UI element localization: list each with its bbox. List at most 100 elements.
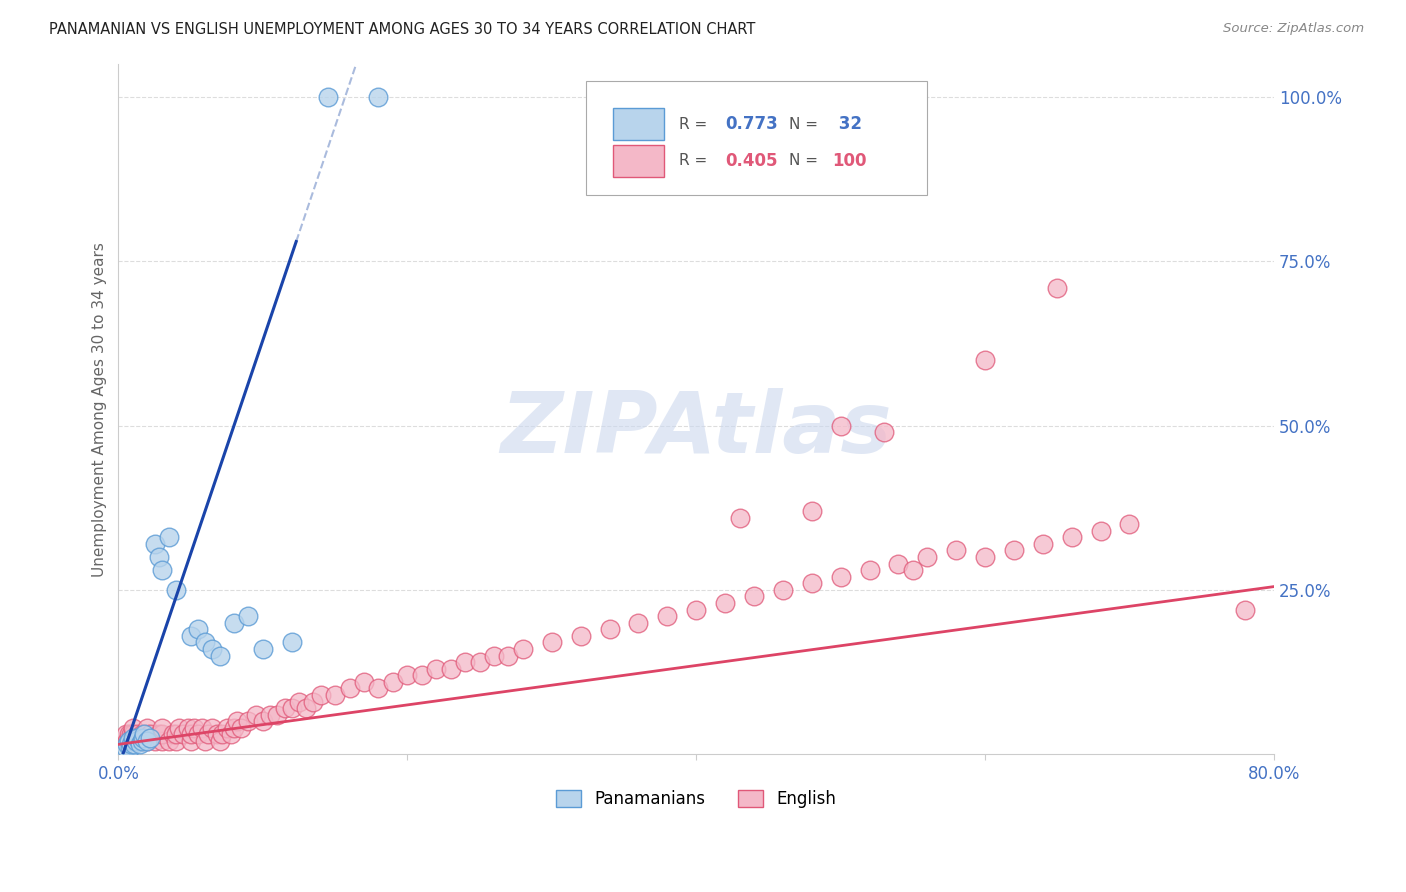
Point bbox=[183, 721, 205, 735]
Point bbox=[273, 701, 295, 715]
Point bbox=[238, 714, 260, 729]
Point bbox=[281, 701, 304, 715]
FancyBboxPatch shape bbox=[613, 145, 664, 177]
Point bbox=[302, 695, 325, 709]
Point bbox=[139, 727, 162, 741]
Point bbox=[266, 707, 288, 722]
FancyBboxPatch shape bbox=[613, 108, 664, 140]
Point bbox=[134, 727, 156, 741]
Legend: Panamanians, English: Panamanians, English bbox=[550, 783, 844, 815]
Point bbox=[177, 721, 200, 735]
FancyBboxPatch shape bbox=[586, 81, 928, 195]
Point bbox=[219, 727, 242, 741]
Point bbox=[295, 701, 318, 715]
Point bbox=[238, 609, 260, 624]
Point bbox=[187, 727, 209, 741]
Point bbox=[201, 721, 224, 735]
Point bbox=[165, 582, 187, 597]
Point bbox=[657, 609, 679, 624]
Point bbox=[129, 734, 152, 748]
Point bbox=[194, 734, 217, 748]
Point bbox=[627, 615, 650, 630]
Point bbox=[136, 721, 159, 735]
Point bbox=[482, 648, 505, 663]
Point bbox=[231, 721, 253, 735]
Point bbox=[127, 727, 149, 741]
Point bbox=[281, 635, 304, 649]
Point bbox=[194, 635, 217, 649]
Point bbox=[132, 731, 155, 745]
Point bbox=[917, 549, 939, 564]
Point bbox=[830, 418, 852, 433]
Point bbox=[498, 648, 520, 663]
Point bbox=[120, 727, 142, 741]
Point bbox=[134, 727, 156, 741]
Point bbox=[225, 714, 247, 729]
Point bbox=[742, 590, 765, 604]
Point bbox=[569, 629, 592, 643]
Point bbox=[131, 734, 153, 748]
Point bbox=[180, 727, 202, 741]
Point bbox=[129, 737, 152, 751]
Y-axis label: Unemployment Among Ages 30 to 34 years: Unemployment Among Ages 30 to 34 years bbox=[93, 242, 107, 576]
Point bbox=[1032, 537, 1054, 551]
Point bbox=[411, 668, 433, 682]
Point bbox=[1060, 530, 1083, 544]
Point bbox=[139, 731, 162, 745]
Point bbox=[136, 734, 159, 748]
Point bbox=[201, 642, 224, 657]
Point bbox=[858, 563, 880, 577]
Point bbox=[728, 510, 751, 524]
Point bbox=[150, 563, 173, 577]
Point bbox=[245, 707, 267, 722]
Text: 0.405: 0.405 bbox=[725, 152, 778, 169]
Point bbox=[117, 734, 139, 748]
Point bbox=[187, 623, 209, 637]
Point bbox=[143, 537, 166, 551]
Point bbox=[316, 90, 339, 104]
Point bbox=[714, 596, 737, 610]
Point bbox=[440, 662, 463, 676]
Point bbox=[124, 737, 146, 751]
Point bbox=[353, 674, 375, 689]
Point bbox=[115, 737, 138, 751]
Point bbox=[512, 642, 534, 657]
Point bbox=[1046, 280, 1069, 294]
Point bbox=[259, 707, 281, 722]
Point bbox=[148, 549, 170, 564]
Point bbox=[252, 642, 274, 657]
Point bbox=[685, 602, 707, 616]
Point bbox=[122, 734, 145, 748]
Point bbox=[1234, 602, 1257, 616]
Point bbox=[118, 734, 141, 748]
Point bbox=[148, 727, 170, 741]
Point bbox=[114, 740, 136, 755]
Point bbox=[143, 734, 166, 748]
Point bbox=[125, 734, 148, 748]
Point bbox=[117, 727, 139, 741]
Point bbox=[1002, 543, 1025, 558]
Text: R =: R = bbox=[679, 117, 711, 132]
Text: Source: ZipAtlas.com: Source: ZipAtlas.com bbox=[1223, 22, 1364, 36]
Point bbox=[901, 563, 924, 577]
Text: 32: 32 bbox=[832, 115, 862, 133]
Point bbox=[208, 648, 231, 663]
Point bbox=[309, 688, 332, 702]
Text: ZIPAtlas: ZIPAtlas bbox=[501, 388, 891, 471]
Point bbox=[454, 655, 477, 669]
Point bbox=[132, 734, 155, 748]
Point bbox=[122, 731, 145, 745]
Point bbox=[162, 727, 184, 741]
Point bbox=[191, 721, 214, 735]
Text: 0.773: 0.773 bbox=[725, 115, 778, 133]
Point bbox=[205, 727, 228, 741]
Point bbox=[136, 734, 159, 748]
Point bbox=[367, 90, 389, 104]
Point bbox=[120, 737, 142, 751]
Point bbox=[114, 727, 136, 741]
Point bbox=[222, 615, 245, 630]
Point bbox=[197, 727, 219, 741]
Point bbox=[131, 727, 153, 741]
Point bbox=[800, 576, 823, 591]
Point bbox=[540, 635, 562, 649]
